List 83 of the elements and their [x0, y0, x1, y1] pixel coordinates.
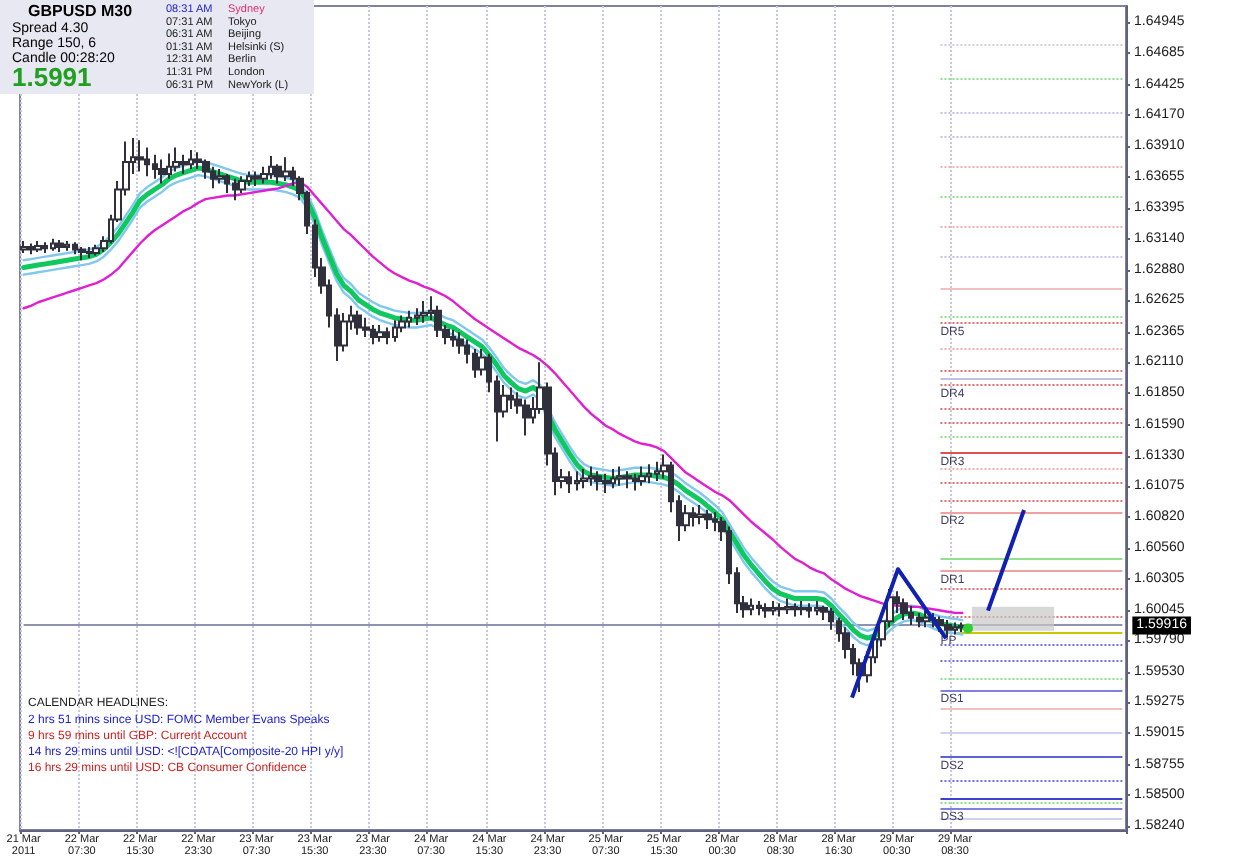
candlestick [86, 246, 92, 259]
candlestick [194, 151, 202, 171]
candlestick [566, 470, 572, 494]
candlestick [806, 602, 812, 619]
candlestick [136, 139, 144, 173]
candlestick [776, 602, 784, 618]
candlestick [232, 177, 238, 202]
candlestick [78, 246, 86, 262]
candlestick [922, 609, 930, 629]
candlestick [64, 240, 70, 252]
candlestick [770, 599, 776, 617]
candlestick [682, 503, 690, 533]
candlestick [632, 472, 638, 492]
candlestick [50, 237, 56, 252]
candlestick [696, 503, 704, 526]
candlestick [188, 148, 194, 171]
candlestick [756, 599, 762, 617]
candlestick [522, 398, 530, 437]
candlestick [166, 152, 172, 180]
candlestick [152, 153, 158, 180]
candlestick [704, 508, 712, 530]
candlestick [144, 146, 150, 178]
candlestick [814, 599, 820, 617]
candlestick [784, 597, 792, 616]
candlestick [712, 511, 718, 533]
candlestick [28, 242, 34, 256]
candlestick [900, 597, 908, 622]
candlestick [370, 324, 376, 346]
candlestick [92, 243, 100, 257]
candlestick [456, 331, 464, 355]
candlestick [588, 465, 594, 487]
candlestick [574, 470, 580, 492]
candlestick [638, 465, 646, 487]
candlestick [398, 314, 406, 334]
candlestick [820, 604, 828, 622]
candlestick [944, 619, 952, 638]
candlestick [450, 328, 456, 348]
candlestick [72, 241, 78, 256]
chart-title: GBPUSD M30 [28, 2, 134, 20]
candlestick [654, 460, 660, 482]
candlestick [172, 146, 180, 173]
candlestick [434, 304, 442, 339]
annotation: 1.5991 [12, 62, 92, 92]
candlestick [210, 165, 216, 190]
candlestick [646, 463, 652, 485]
candlestick [616, 465, 624, 487]
candlestick [392, 319, 398, 343]
candlestick [362, 316, 370, 339]
candlestick [354, 309, 362, 336]
candlestick [798, 599, 806, 617]
candlestick [908, 604, 914, 626]
candlestick [268, 154, 274, 180]
candlestick [180, 153, 188, 175]
candlestick [916, 611, 922, 629]
candlestick [508, 386, 514, 410]
candlestick [246, 170, 252, 187]
candlestick [224, 172, 230, 195]
candlestick [34, 240, 42, 253]
candlestick [384, 326, 390, 346]
candlestick [610, 467, 616, 490]
candlestick [748, 597, 754, 617]
candlestick [406, 309, 412, 329]
candlestick [792, 602, 798, 618]
candlestick [594, 470, 602, 492]
candlestick [56, 238, 64, 253]
candlestick [202, 158, 210, 180]
candlestick [580, 467, 588, 490]
candlestick [42, 241, 48, 255]
candlestick [282, 156, 290, 183]
candlestick [252, 170, 260, 187]
candlestick [340, 312, 348, 353]
candlestick [602, 472, 610, 494]
candlestick [762, 602, 770, 619]
candlestick [420, 300, 428, 324]
candlestick [274, 163, 282, 185]
candlestick [158, 158, 166, 185]
candlestick [690, 506, 696, 528]
candlestick [238, 175, 246, 195]
candlestick [414, 307, 420, 327]
candlestick [216, 168, 224, 185]
candlestick [376, 324, 384, 343]
candlestick [952, 621, 958, 636]
candlestick [624, 470, 632, 490]
